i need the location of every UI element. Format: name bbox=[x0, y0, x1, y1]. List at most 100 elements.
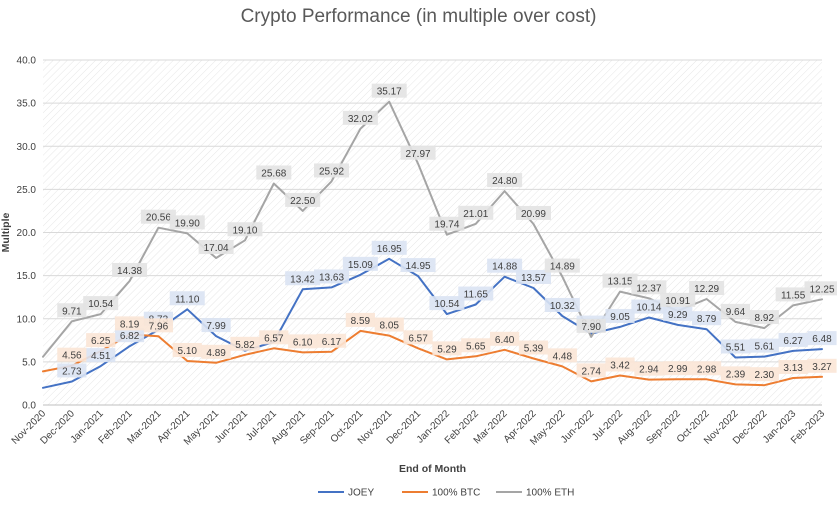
data-label-bg bbox=[576, 363, 606, 378]
data-label-bg bbox=[487, 258, 523, 273]
data-label: 12.37 bbox=[636, 283, 661, 294]
x-axis-title: End of Month bbox=[399, 463, 466, 475]
data-label-bg bbox=[804, 281, 837, 296]
data-label-bg bbox=[114, 328, 145, 343]
data-label-bg bbox=[374, 317, 404, 332]
y-tick-label: 30.0 bbox=[17, 142, 37, 153]
data-label: 12.29 bbox=[694, 284, 719, 295]
data-label: 4.56 bbox=[62, 351, 82, 362]
data-label-bg bbox=[689, 280, 725, 295]
data-label: 9.29 bbox=[668, 310, 688, 321]
data-label: 8.59 bbox=[351, 316, 371, 327]
y-tick-label: 25.0 bbox=[17, 185, 37, 196]
data-label: 24.80 bbox=[492, 176, 517, 187]
data-label: 11.65 bbox=[464, 290, 489, 301]
data-label-bg bbox=[112, 262, 148, 277]
data-label-bg bbox=[371, 240, 407, 255]
data-label: 5.61 bbox=[755, 342, 775, 353]
chart-title: Crypto Performance (in multiple over cos… bbox=[240, 6, 597, 27]
data-label: 14.89 bbox=[550, 262, 575, 273]
data-label-bg bbox=[169, 291, 205, 306]
data-label: 19.74 bbox=[434, 220, 459, 231]
data-label-bg bbox=[342, 256, 378, 271]
y-tick-label: 5.0 bbox=[22, 357, 36, 368]
data-label: 2.30 bbox=[755, 370, 775, 381]
data-label-bg bbox=[432, 341, 462, 356]
data-label-bg bbox=[663, 361, 693, 376]
data-label: 6.27 bbox=[783, 336, 803, 347]
data-label: 6.10 bbox=[293, 337, 313, 348]
data-label-bg bbox=[518, 340, 549, 355]
data-label: 5.39 bbox=[524, 344, 544, 355]
data-label: 10.54 bbox=[434, 299, 459, 310]
data-label: 20.99 bbox=[521, 209, 546, 220]
data-label-bg bbox=[461, 338, 491, 353]
data-label: 6.57 bbox=[408, 333, 428, 344]
data-label: 7.99 bbox=[206, 321, 226, 332]
data-label: 11.10 bbox=[175, 294, 200, 305]
data-label-bg bbox=[515, 205, 551, 220]
data-label: 10.54 bbox=[88, 299, 113, 310]
data-label-bg bbox=[663, 306, 693, 321]
data-label-bg bbox=[634, 361, 664, 376]
data-label: 32.02 bbox=[348, 114, 373, 125]
data-label-bg bbox=[371, 83, 407, 98]
data-label: 2.39 bbox=[726, 369, 746, 380]
data-label: 14.88 bbox=[492, 262, 517, 273]
data-label-bg bbox=[198, 240, 234, 255]
data-label-bg bbox=[515, 269, 551, 284]
data-label: 19.90 bbox=[175, 218, 200, 229]
data-label-bg bbox=[259, 330, 289, 345]
data-label: 5.29 bbox=[437, 344, 457, 355]
data-label: 6.82 bbox=[120, 331, 140, 342]
data-label: 8.79 bbox=[697, 314, 717, 325]
data-label: 16.95 bbox=[377, 244, 402, 255]
data-label: 6.25 bbox=[91, 336, 111, 347]
data-label-bg bbox=[602, 273, 638, 288]
data-label-bg bbox=[720, 339, 751, 354]
data-label-bg bbox=[172, 343, 202, 358]
data-label: 13.15 bbox=[608, 277, 633, 288]
data-label-bg bbox=[83, 296, 119, 311]
data-label: 22.50 bbox=[290, 196, 315, 207]
data-label-bg bbox=[400, 145, 436, 160]
y-tick-label: 15.0 bbox=[17, 271, 37, 282]
data-label: 25.68 bbox=[261, 169, 286, 180]
data-label: 2.94 bbox=[639, 365, 659, 376]
data-label-bg bbox=[288, 334, 318, 349]
data-label: 2.74 bbox=[581, 366, 601, 377]
data-label: 10.91 bbox=[665, 296, 690, 307]
data-label-bg bbox=[487, 173, 523, 188]
data-label-bg bbox=[720, 303, 751, 318]
y-tick-label: 0.0 bbox=[22, 401, 36, 412]
data-label: 7.96 bbox=[149, 321, 169, 332]
legend-label: JOEY bbox=[348, 488, 374, 499]
data-label-bg bbox=[57, 347, 87, 362]
data-label-bg bbox=[114, 316, 145, 331]
data-label: 7.90 bbox=[581, 322, 601, 333]
data-label-bg bbox=[285, 192, 321, 207]
data-label: 11.55 bbox=[781, 290, 806, 301]
data-label-bg bbox=[720, 366, 751, 381]
data-label-bg bbox=[605, 308, 635, 323]
data-label: 21.01 bbox=[463, 209, 488, 220]
data-label-bg bbox=[631, 280, 667, 295]
data-label: 5.10 bbox=[178, 346, 198, 357]
data-label: 2.98 bbox=[697, 364, 717, 375]
data-label-bg bbox=[201, 318, 231, 333]
data-label-bg bbox=[605, 357, 635, 372]
y-axis-title: Multiple bbox=[0, 213, 12, 253]
data-label: 4.51 bbox=[91, 351, 111, 362]
data-label: 10.14 bbox=[636, 303, 661, 314]
data-label-bg bbox=[576, 318, 606, 333]
data-label-bg bbox=[691, 311, 722, 326]
data-label-bg bbox=[201, 344, 231, 359]
data-label-bg bbox=[57, 303, 87, 318]
data-label-bg bbox=[778, 360, 808, 375]
legend-label: 100% BTC bbox=[432, 488, 480, 499]
data-label: 20.56 bbox=[146, 213, 171, 224]
data-label: 9.64 bbox=[726, 307, 746, 318]
data-label-bg bbox=[314, 269, 350, 284]
